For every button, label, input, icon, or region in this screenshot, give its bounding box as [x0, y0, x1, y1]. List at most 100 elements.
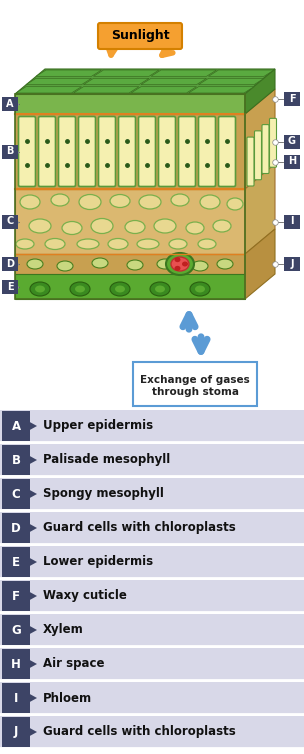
Ellipse shape: [16, 239, 34, 249]
Text: J: J: [14, 725, 18, 738]
Bar: [15, 189, 245, 254]
FancyBboxPatch shape: [19, 117, 36, 186]
Bar: [0, 580, 304, 612]
Bar: [0, 410, 304, 442]
FancyBboxPatch shape: [262, 124, 269, 173]
Bar: [0, 716, 304, 748]
Text: C: C: [6, 216, 14, 226]
Text: C: C: [12, 488, 20, 501]
Polygon shape: [30, 558, 37, 566]
Text: G: G: [11, 624, 21, 636]
Bar: [15, 254, 245, 274]
Text: I: I: [290, 216, 294, 226]
Polygon shape: [36, 70, 102, 76]
Polygon shape: [94, 70, 159, 76]
Bar: [0, 648, 304, 680]
Text: Exchange of gases: Exchange of gases: [140, 375, 250, 385]
Ellipse shape: [171, 257, 189, 271]
Ellipse shape: [139, 195, 161, 209]
Bar: [2, 513, 30, 543]
Polygon shape: [74, 87, 139, 93]
FancyBboxPatch shape: [219, 117, 236, 186]
Text: F: F: [12, 590, 20, 602]
FancyBboxPatch shape: [58, 117, 75, 186]
Ellipse shape: [213, 220, 231, 232]
Bar: [284, 134, 300, 149]
Ellipse shape: [45, 238, 65, 250]
Text: F: F: [289, 94, 295, 104]
FancyBboxPatch shape: [247, 137, 254, 186]
Text: Spongy mesophyll: Spongy mesophyll: [43, 488, 164, 501]
Bar: [284, 92, 300, 106]
Bar: [2, 257, 18, 271]
Text: H: H: [11, 657, 21, 670]
Bar: [2, 214, 18, 228]
Text: Phloem: Phloem: [43, 691, 92, 704]
FancyBboxPatch shape: [78, 117, 95, 186]
Bar: [15, 274, 245, 299]
Polygon shape: [188, 87, 254, 93]
Bar: [0, 478, 304, 510]
Bar: [2, 411, 30, 441]
Polygon shape: [84, 78, 149, 84]
Ellipse shape: [150, 282, 170, 296]
Ellipse shape: [51, 194, 69, 206]
Bar: [15, 94, 245, 299]
Ellipse shape: [174, 257, 181, 262]
Bar: [2, 547, 30, 577]
Bar: [2, 145, 18, 158]
Text: B: B: [6, 146, 14, 157]
Text: B: B: [12, 453, 20, 467]
Polygon shape: [245, 89, 275, 189]
Bar: [0, 614, 304, 646]
Text: Guard cells with chloroplasts: Guard cells with chloroplasts: [43, 725, 236, 738]
Bar: [284, 257, 300, 271]
Text: Xylem: Xylem: [43, 624, 84, 636]
Ellipse shape: [62, 222, 82, 234]
Text: Guard cells with chloroplasts: Guard cells with chloroplasts: [43, 522, 236, 535]
Polygon shape: [245, 69, 275, 114]
Ellipse shape: [77, 239, 99, 249]
Ellipse shape: [30, 282, 50, 296]
Bar: [15, 94, 245, 114]
Text: Waxy cuticle: Waxy cuticle: [43, 590, 127, 602]
Ellipse shape: [35, 286, 45, 293]
FancyBboxPatch shape: [158, 117, 175, 186]
Text: Air space: Air space: [43, 657, 105, 670]
Polygon shape: [30, 422, 37, 430]
Ellipse shape: [79, 195, 101, 210]
Ellipse shape: [217, 259, 233, 269]
FancyBboxPatch shape: [119, 117, 136, 186]
Polygon shape: [30, 524, 37, 532]
Polygon shape: [151, 70, 216, 76]
Polygon shape: [26, 78, 92, 84]
Text: D: D: [11, 522, 21, 535]
Polygon shape: [16, 87, 81, 93]
FancyBboxPatch shape: [39, 117, 56, 186]
Text: I: I: [14, 691, 18, 704]
FancyBboxPatch shape: [199, 117, 216, 186]
Bar: [2, 479, 30, 509]
Ellipse shape: [200, 195, 220, 209]
Bar: [0, 546, 304, 578]
Ellipse shape: [70, 282, 90, 296]
Ellipse shape: [190, 282, 210, 296]
Polygon shape: [30, 728, 37, 736]
Ellipse shape: [227, 198, 243, 210]
Bar: [2, 649, 30, 679]
Ellipse shape: [110, 282, 130, 296]
Polygon shape: [245, 229, 275, 299]
Bar: [0, 682, 304, 714]
Text: Palisade mesophyll: Palisade mesophyll: [43, 453, 170, 467]
Ellipse shape: [166, 253, 194, 275]
Ellipse shape: [157, 259, 173, 269]
FancyBboxPatch shape: [139, 117, 156, 186]
Ellipse shape: [192, 261, 208, 271]
Text: A: A: [12, 419, 21, 433]
Ellipse shape: [155, 286, 165, 293]
Text: E: E: [7, 281, 13, 292]
Ellipse shape: [198, 239, 216, 249]
FancyBboxPatch shape: [98, 23, 182, 49]
Bar: [15, 94, 245, 299]
Ellipse shape: [29, 219, 51, 233]
